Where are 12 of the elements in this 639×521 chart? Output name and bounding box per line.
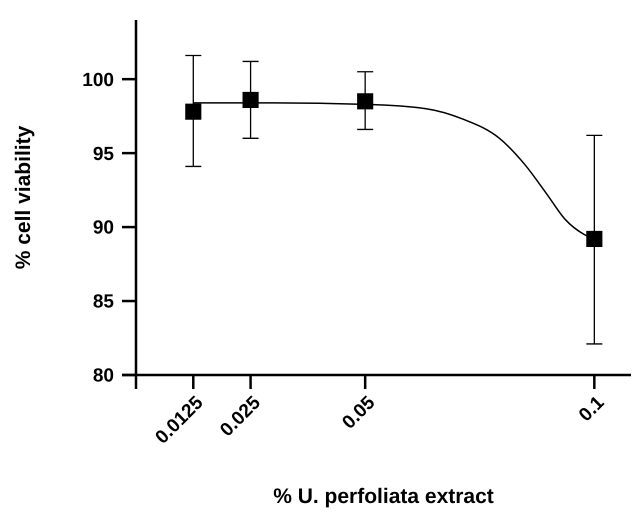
y-tick-label: 100 (82, 70, 114, 91)
y-tick-label: 90 (92, 218, 114, 239)
y-tick-label: 85 (92, 292, 114, 313)
y-axis-title: % cell viability (12, 125, 35, 270)
point (357, 93, 374, 110)
point (586, 230, 602, 247)
point (185, 104, 202, 120)
y-tick-label: 95 (92, 144, 114, 165)
point (242, 92, 259, 108)
x-tick-label: 0.1 (575, 392, 609, 426)
y-tick-label: 80 (92, 366, 114, 387)
x-axis-title: % U. perfoliata extract (273, 485, 494, 508)
